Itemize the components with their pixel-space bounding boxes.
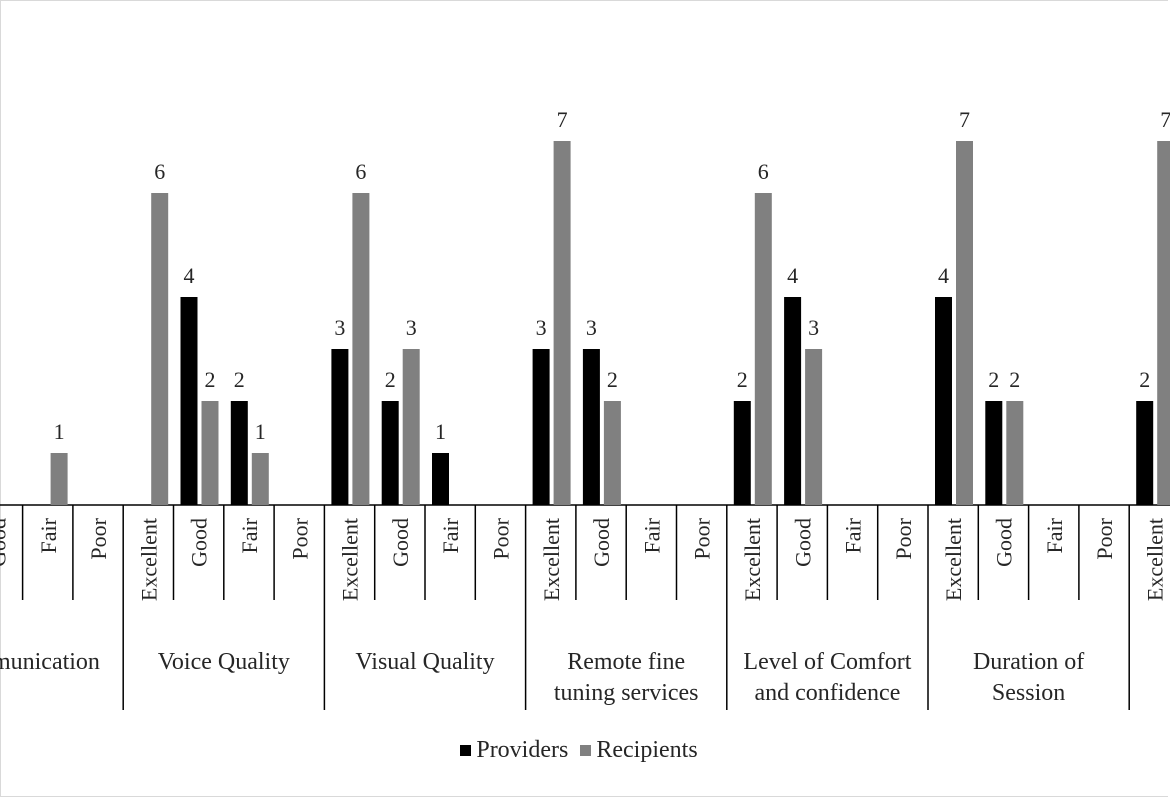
data-label: 1 bbox=[54, 419, 65, 444]
bar-recipients bbox=[251, 453, 269, 505]
tick-label: Excellent bbox=[1142, 518, 1167, 601]
data-label: 2 bbox=[205, 367, 216, 392]
bar-recipients bbox=[956, 141, 973, 505]
data-label: 3 bbox=[334, 315, 345, 340]
tick-label: Poor bbox=[86, 517, 111, 559]
data-label: 3 bbox=[406, 315, 417, 340]
group-label: Visual Quality bbox=[355, 649, 494, 675]
tick-label: Good bbox=[589, 518, 614, 567]
bar-recipients bbox=[1006, 401, 1024, 505]
bar-recipients bbox=[553, 141, 571, 505]
data-label: 2 bbox=[234, 367, 245, 392]
data-label: 2 bbox=[607, 367, 618, 392]
data-label: 2 bbox=[1009, 367, 1020, 392]
tick-label: Good bbox=[388, 518, 413, 567]
tick-label: Fair bbox=[237, 517, 262, 553]
tick-label: Excellent bbox=[539, 518, 564, 601]
data-label: 2 bbox=[385, 367, 396, 392]
group-label: Voice Quality bbox=[158, 649, 290, 675]
bar-recipients bbox=[352, 193, 370, 505]
legend-item-providers[interactable]: Providers bbox=[460, 737, 568, 764]
bar-recipients bbox=[805, 349, 823, 505]
data-label: 2 bbox=[737, 367, 748, 392]
group-label: tuning services bbox=[554, 680, 699, 706]
tick-label: Poor bbox=[1092, 517, 1117, 559]
group-label: Level of Comfort bbox=[743, 649, 911, 675]
bar-recipients bbox=[402, 349, 420, 505]
data-label: 2 bbox=[1139, 367, 1150, 392]
data-label: 7 bbox=[959, 107, 970, 132]
data-label: 4 bbox=[787, 263, 798, 288]
bar-providers bbox=[331, 349, 349, 505]
bar-providers bbox=[784, 297, 802, 505]
legend: Providers Recipients bbox=[0, 737, 1170, 764]
tick-label: Fair bbox=[36, 517, 61, 553]
bar-providers bbox=[230, 401, 248, 505]
data-label: 6 bbox=[758, 159, 769, 184]
tick-label: Poor bbox=[891, 517, 916, 559]
data-label: 3 bbox=[586, 315, 597, 340]
data-label: 7 bbox=[1160, 107, 1170, 132]
tick-label: Fair bbox=[1042, 517, 1067, 553]
data-label: 4 bbox=[938, 263, 949, 288]
bar-recipients bbox=[754, 193, 772, 505]
tick-label: Good bbox=[0, 518, 10, 567]
tick-label: Poor bbox=[287, 517, 312, 559]
bar-providers bbox=[935, 297, 952, 505]
legend-swatch-recipients bbox=[580, 745, 592, 756]
data-label: 6 bbox=[355, 159, 366, 184]
tick-label: Poor bbox=[690, 517, 715, 559]
data-label: 3 bbox=[808, 315, 819, 340]
bar-providers bbox=[532, 349, 550, 505]
data-label: 1 bbox=[435, 419, 446, 444]
tick-label: Good bbox=[187, 518, 212, 567]
bar-recipients bbox=[603, 401, 621, 505]
bar-recipients bbox=[201, 401, 219, 505]
tick-label: Poor bbox=[488, 517, 513, 559]
data-label: 6 bbox=[154, 159, 165, 184]
group-label: Communication bbox=[0, 649, 100, 675]
data-label: 7 bbox=[557, 107, 568, 132]
legend-label-providers: Providers bbox=[476, 737, 569, 763]
tick-label: Excellent bbox=[136, 518, 161, 601]
tick-label: Fair bbox=[438, 517, 463, 553]
data-label: 4 bbox=[184, 263, 195, 288]
data-label: 2 bbox=[988, 367, 999, 392]
tick-label: Good bbox=[991, 518, 1016, 567]
bar-providers bbox=[432, 453, 449, 505]
bar-recipients bbox=[50, 453, 68, 505]
bar-providers bbox=[985, 401, 1003, 505]
tick-label: Good bbox=[790, 518, 815, 567]
bar-providers bbox=[582, 349, 600, 505]
tick-label: Excellent bbox=[941, 518, 966, 601]
bar-providers bbox=[1136, 401, 1154, 505]
legend-item-recipients[interactable]: Recipients bbox=[580, 737, 698, 764]
tick-label: Fair bbox=[841, 517, 866, 553]
group-label: and confidence bbox=[754, 680, 900, 706]
tick-label: Excellent bbox=[338, 518, 363, 601]
tick-label: Fair bbox=[639, 517, 664, 553]
legend-label-recipients: Recipients bbox=[596, 737, 698, 763]
group-label: Session bbox=[992, 680, 1065, 706]
bar-recipients bbox=[151, 193, 169, 505]
bar-recipients bbox=[1157, 141, 1170, 505]
tick-label: Excellent bbox=[740, 518, 765, 601]
bar-providers bbox=[733, 401, 751, 505]
legend-swatch-providers bbox=[460, 745, 472, 756]
bar-providers bbox=[381, 401, 399, 505]
group-label: Duration of bbox=[973, 649, 1084, 675]
data-label: 3 bbox=[536, 315, 547, 340]
data-label: 1 bbox=[255, 419, 266, 444]
group-label: Remote fine bbox=[567, 649, 685, 675]
bar-providers bbox=[180, 297, 198, 505]
